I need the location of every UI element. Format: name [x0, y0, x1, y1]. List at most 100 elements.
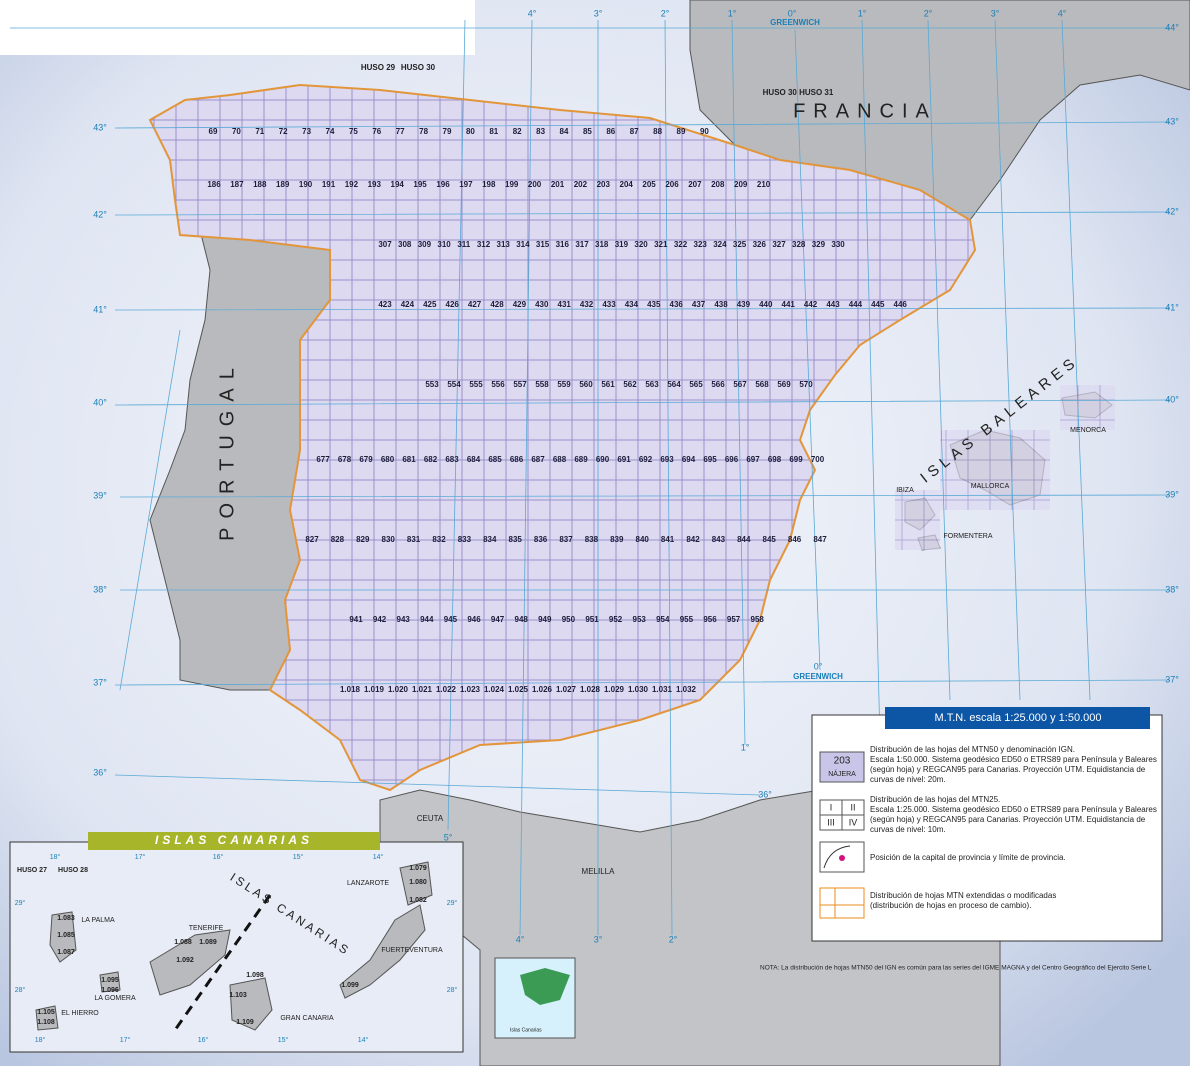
sheet-number: 690 [596, 455, 610, 464]
sheet-number: 310 [437, 240, 451, 249]
sheet-number: 1.025 [508, 685, 529, 694]
sheet-number: 564 [667, 380, 681, 389]
sheet-number: 446 [894, 300, 908, 309]
locator-iberia [520, 968, 570, 1005]
graticule-label: 14° [358, 1036, 369, 1044]
sheet-number: 188 [253, 180, 267, 189]
sheet-number: 191 [322, 180, 336, 189]
sheet-number: 846 [788, 535, 802, 544]
sheet-number: 435 [647, 300, 661, 309]
graticule-label: 4° [516, 934, 525, 944]
sheet-number: 945 [444, 615, 458, 624]
legend-text: Distribución de las hojas del MTN25. [870, 795, 1000, 804]
legend-extended-lines [820, 888, 864, 918]
sheet-number: 323 [694, 240, 708, 249]
sheet-number: 951 [585, 615, 599, 624]
sheet-number: 955 [680, 615, 694, 624]
sheet-number: 187 [230, 180, 244, 189]
sheet-number: 1.023 [460, 685, 481, 694]
sheet-number: 567 [733, 380, 747, 389]
sheet-number: 325 [733, 240, 747, 249]
sheet-number: 847 [813, 535, 827, 544]
sheet-number: 437 [692, 300, 706, 309]
sheet-number: 947 [491, 615, 505, 624]
sheet-number: 828 [331, 535, 345, 544]
sheet-number: 86 [606, 127, 615, 136]
sheet-number: 678 [338, 455, 352, 464]
sheet-number: 70 [232, 127, 241, 136]
sheet-number: 840 [636, 535, 650, 544]
legend-symbol-text: 203 [834, 756, 851, 767]
sheet-number: 842 [686, 535, 700, 544]
sheet-number: 436 [670, 300, 684, 309]
graticule-label: 37° [1165, 674, 1179, 684]
graticule-label: 3° [594, 8, 603, 18]
sheet-number: 87 [630, 127, 639, 136]
sheet-number: 836 [534, 535, 548, 544]
sheet-number: 429 [513, 300, 527, 309]
sheet-number: 698 [768, 455, 782, 464]
sheet-number: 1.095 [101, 977, 119, 984]
baleares-grid [895, 385, 1115, 550]
sheet-number: 423 [378, 300, 392, 309]
graticule-label: 2° [661, 8, 670, 18]
sheet-number: 944 [420, 615, 434, 624]
sheet-number: 1.024 [484, 685, 505, 694]
sheet-number: 685 [488, 455, 502, 464]
sheet-number: 427 [468, 300, 482, 309]
sheet-number: 199 [505, 180, 519, 189]
sheet-number: 444 [849, 300, 863, 309]
graticule-label: 18° [35, 1036, 46, 1044]
sheet-number: 90 [700, 127, 709, 136]
sheet-number: 317 [575, 240, 589, 249]
graticule-label: 42° [93, 209, 107, 219]
sheet-number: 330 [831, 240, 845, 249]
sheet-number: 194 [391, 180, 405, 189]
sheet-number: 445 [871, 300, 885, 309]
sheet-number: 566 [711, 380, 725, 389]
sheet-number: 328 [792, 240, 806, 249]
sheet-number: 957 [727, 615, 741, 624]
sheet-number: 958 [751, 615, 765, 624]
sheet-number: 954 [656, 615, 670, 624]
graticule-label: 1° [728, 8, 737, 18]
sheet-number: 80 [466, 127, 475, 136]
canarias-header [88, 832, 380, 850]
sheet-number: 75 [349, 127, 358, 136]
sheet-number: 312 [477, 240, 491, 249]
sheet-number: 203 [597, 180, 611, 189]
legend-symbol-text: III [827, 817, 835, 827]
sheet-number: 79 [443, 127, 452, 136]
legend-symbol-text: II [850, 802, 855, 812]
sheet-number: 1.082 [409, 897, 427, 904]
canarias-label: EL HIERRO [61, 1010, 99, 1017]
graticule-label: 16° [213, 853, 224, 861]
sheet-number: 1.018 [340, 685, 361, 694]
sheet-number: 570 [799, 380, 813, 389]
legend-capital-dot [839, 855, 845, 861]
sheet-number: 206 [665, 180, 679, 189]
sheet-number: 76 [372, 127, 381, 136]
sheet-number: 699 [789, 455, 803, 464]
sheet-number: 431 [558, 300, 572, 309]
sheet-number: 197 [459, 180, 473, 189]
canarias-label: HUSO 27 [17, 867, 47, 874]
canarias-label: LA PALMA [81, 917, 115, 924]
sheet-number: 210 [757, 180, 771, 189]
sheet-number: 832 [432, 535, 446, 544]
sheet-number: 85 [583, 127, 592, 136]
legend-text: (según hoja) y REGCAN95 para Canarias. P… [870, 815, 1146, 824]
sheet-number: 190 [299, 180, 313, 189]
sheet-number: 83 [536, 127, 545, 136]
place-label: CEUTA [417, 814, 444, 823]
legend-text: Posición de la capital de provincia y lí… [870, 853, 1066, 862]
sheet-number: 326 [753, 240, 767, 249]
sheet-number: 1.031 [652, 685, 673, 694]
sheet-number: 829 [356, 535, 370, 544]
canarias-divider [173, 894, 272, 1031]
sheet-number: 561 [601, 380, 615, 389]
sheet-number: 89 [677, 127, 686, 136]
sheet-number: 1.089 [199, 939, 217, 946]
graticule-label: 39° [93, 490, 107, 500]
